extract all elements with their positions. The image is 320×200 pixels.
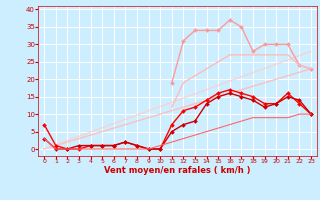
X-axis label: Vent moyen/en rafales ( km/h ): Vent moyen/en rafales ( km/h )	[104, 166, 251, 175]
